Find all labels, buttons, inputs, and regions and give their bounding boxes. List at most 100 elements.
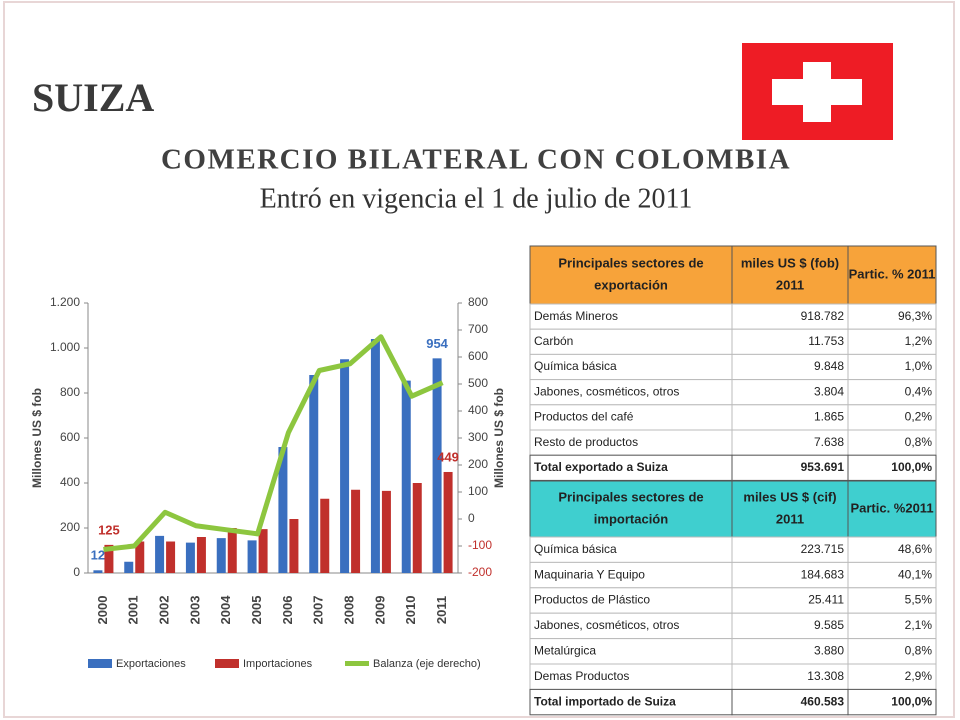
- cell-text: 1,2%: [905, 334, 933, 348]
- cell-text: 184.683: [801, 567, 845, 581]
- cell: [847, 561, 937, 589]
- x-tick-label: 2005: [249, 596, 264, 625]
- x-tick-label: 2002: [157, 596, 172, 625]
- bar: [381, 490, 391, 573]
- bar: [227, 528, 237, 573]
- data-label: 954: [426, 336, 448, 351]
- cell: [847, 379, 937, 406]
- y2-tick-label: 600: [468, 349, 488, 363]
- cell-text: Jabones, cosméticos, otros: [534, 384, 679, 398]
- y-tick-label: 1.000: [50, 340, 80, 354]
- cell: [529, 353, 733, 381]
- x-tick-label: 2003: [187, 596, 202, 625]
- cell-text: 1.865: [814, 410, 844, 424]
- y2-tick-label: 400: [468, 403, 488, 417]
- cell: [847, 303, 937, 330]
- cell-text: Productos de Plástico: [534, 593, 650, 607]
- bar: [412, 483, 422, 573]
- x-tick-label: 2008: [342, 596, 357, 625]
- bar: [124, 561, 134, 573]
- y2-tick-label: -200: [468, 565, 492, 579]
- x-tick-label: 2009: [372, 596, 387, 625]
- bar: [155, 535, 165, 573]
- legend-swatch: [88, 659, 112, 668]
- slide-border: [3, 1, 955, 718]
- cell: [529, 587, 733, 614]
- cell: [529, 454, 733, 481]
- cell: [529, 429, 733, 456]
- x-tick-label: 2004: [218, 595, 233, 625]
- header-text: miles US $ (fob): [741, 255, 839, 270]
- cell: [847, 454, 937, 481]
- y2-axis-label: Millones US $ fob: [492, 388, 506, 488]
- y-tick-label: 0: [73, 565, 80, 579]
- cell-text: 13.308: [807, 669, 844, 683]
- bar: [351, 489, 361, 573]
- cell: [847, 612, 937, 640]
- cell: [847, 638, 937, 665]
- cell: [847, 688, 937, 716]
- cell: [731, 638, 849, 665]
- balance-line: [103, 334, 444, 552]
- cell-text: 25.411: [808, 593, 844, 607]
- cell: [731, 303, 849, 330]
- cell: [847, 429, 937, 456]
- data-label: 125: [98, 522, 120, 537]
- cell-text: 0,8%: [905, 643, 933, 657]
- cell-text: 2,1%: [905, 618, 933, 632]
- cell: [529, 404, 733, 431]
- legend-label: Importaciones: [243, 658, 313, 670]
- cell: [731, 663, 849, 690]
- bar: [320, 498, 330, 573]
- bar: [247, 540, 257, 573]
- cell-text: Demás Mineros: [534, 309, 618, 323]
- header-text: importación: [594, 511, 668, 526]
- legend-label: Balanza (eje derecho): [373, 658, 481, 670]
- cell: [731, 379, 849, 406]
- total-text: 953.691: [801, 460, 845, 474]
- cell-text: Demas Productos: [534, 669, 629, 683]
- subtitle: COMERCIO BILATERAL CON COLOMBIA: [161, 144, 791, 176]
- legend-label: Exportaciones: [116, 658, 186, 670]
- total-text: 100,0%: [891, 460, 932, 474]
- total-text: 100,0%: [891, 694, 932, 708]
- cell-text: 5,5%: [905, 593, 933, 607]
- cell: [731, 612, 849, 640]
- cell: [731, 328, 849, 355]
- cell-text: 1,0%: [905, 359, 933, 373]
- header-cell: [529, 245, 733, 305]
- header-text: miles US $ (cif): [743, 489, 836, 504]
- flag: [742, 43, 893, 140]
- cell-text: Jabones, cosméticos, otros: [534, 618, 679, 632]
- y2-tick-label: 0: [468, 511, 475, 525]
- cell-text: 9.848: [814, 359, 844, 373]
- cell-text: 223.715: [801, 542, 845, 556]
- cell-text: 48,6%: [898, 542, 932, 556]
- header-text: Principales sectores de: [558, 255, 703, 270]
- cell-text: 9.585: [814, 618, 844, 632]
- legend-swatch: [215, 659, 239, 668]
- cell: [847, 663, 937, 690]
- x-tick-label: 2011: [434, 596, 449, 624]
- data-label: 449: [437, 449, 459, 464]
- bar: [443, 471, 453, 573]
- title: SUIZA: [32, 75, 154, 120]
- bar: [340, 359, 350, 573]
- cell: [731, 353, 849, 381]
- cell: [529, 612, 733, 640]
- header-text: 2011: [776, 511, 804, 526]
- cell-text: Maquinaria Y Equipo: [534, 567, 645, 581]
- cell-text: Carbón: [534, 334, 573, 348]
- data-label: 12: [91, 548, 105, 563]
- bar: [196, 537, 206, 573]
- cell: [731, 561, 849, 589]
- y2-tick-label: 200: [468, 457, 488, 471]
- y-axis-label: Millones US $ fob: [30, 388, 44, 488]
- bar: [401, 380, 411, 573]
- cell: [529, 663, 733, 690]
- total-text: 460.583: [801, 694, 845, 708]
- bar: [309, 375, 319, 573]
- y2-tick-label: 800: [468, 295, 488, 309]
- note: Entró en vigencia el 1 de julio de 2011: [260, 183, 693, 214]
